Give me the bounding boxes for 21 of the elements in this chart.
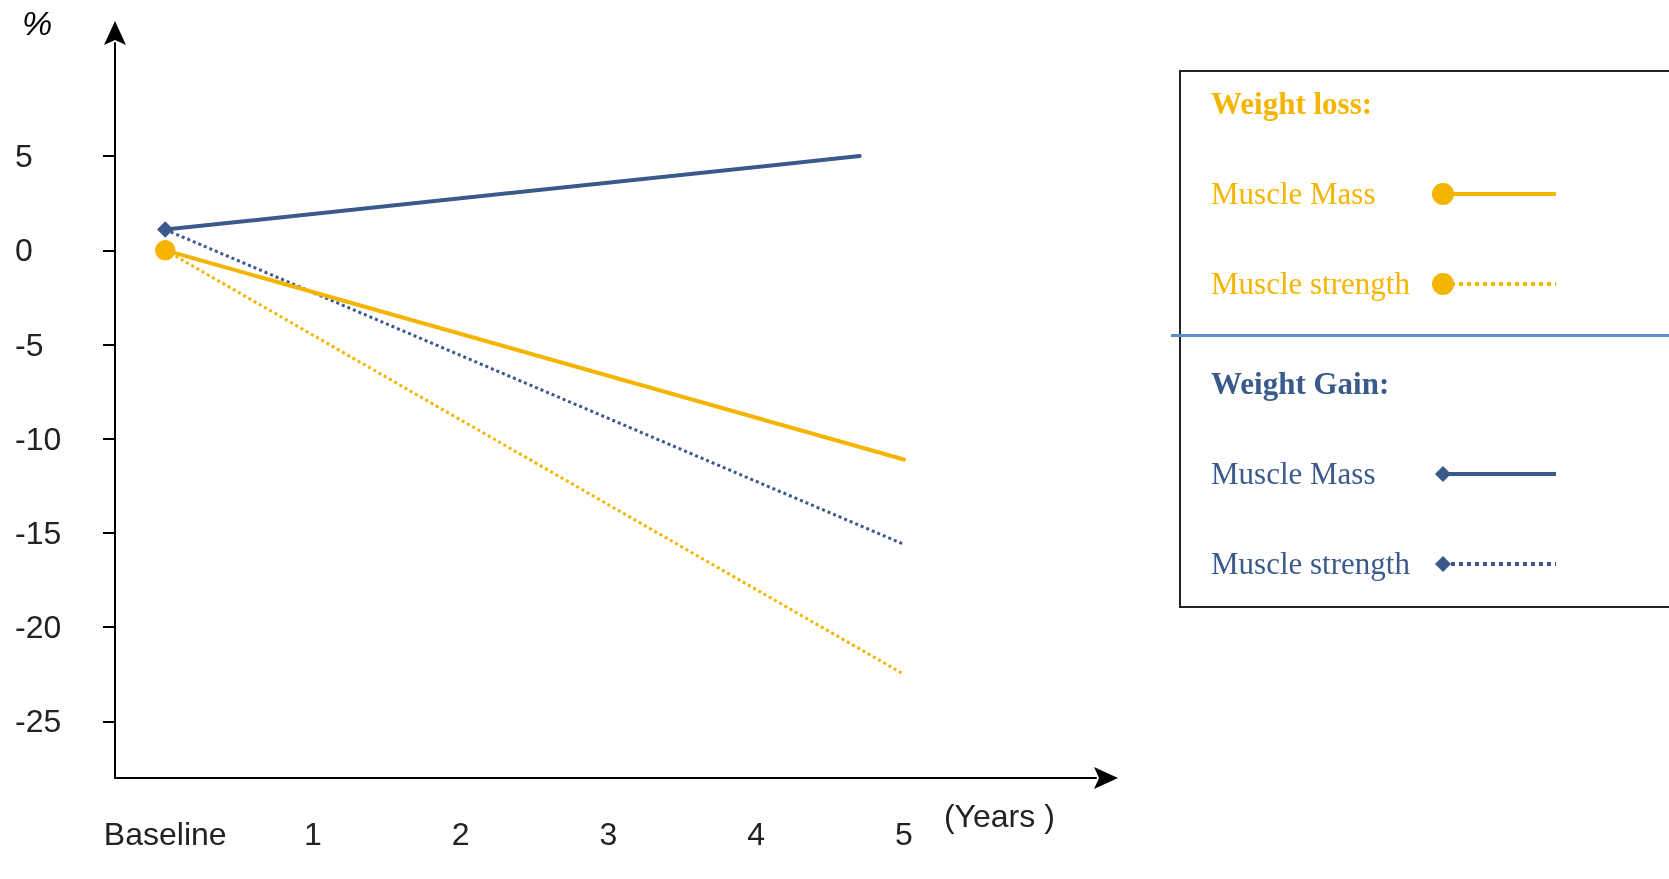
- text: Weight Gain:: [1211, 366, 1390, 402]
- y-tick-label: 5: [15, 138, 33, 175]
- y-axis-title: %: [22, 4, 53, 42]
- x-tick-label: 3: [599, 816, 618, 852]
- y-tick-label: -5: [15, 326, 44, 363]
- x-tick-label: 5: [895, 816, 913, 852]
- x-tick-label: Baseline: [103, 816, 227, 852]
- legend-label: Muscle strength: [1211, 546, 1410, 582]
- y-tick-label: -15: [15, 515, 62, 551]
- y-tick-label: -10: [15, 420, 62, 457]
- x-tick-label: 2: [451, 816, 470, 852]
- x-axis-title: (Years ): [943, 798, 1055, 834]
- y-tick-label: -20: [15, 609, 62, 646]
- x-tick-label: 4: [747, 816, 766, 852]
- y-tick-label: -25: [15, 703, 62, 740]
- x-tick-label: 1: [304, 816, 322, 852]
- y-tick-label: 0: [15, 232, 33, 269]
- legend-label: Muscle Mass: [1211, 176, 1376, 212]
- legend-label: Muscle strength: [1211, 266, 1410, 302]
- legend-label: Muscle Mass: [1211, 456, 1376, 492]
- text: Weight loss:: [1211, 86, 1373, 122]
